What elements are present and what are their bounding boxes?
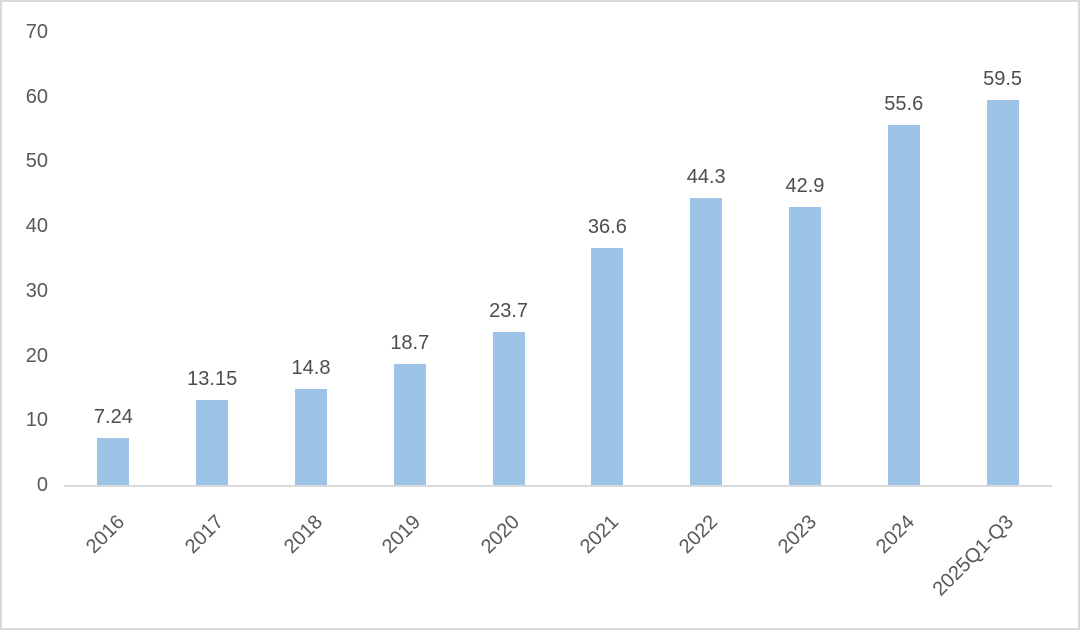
y-tick-label: 20 — [25, 344, 48, 367]
x-slot: 2019 — [360, 487, 459, 617]
bar-value-label: 59.5 — [983, 68, 1023, 90]
x-tick-label: 2023 — [773, 511, 821, 559]
bar — [986, 100, 1019, 485]
y-axis: 0 10 20 30 40 50 60 70 — [2, 2, 48, 628]
x-slot: 2018 — [262, 487, 361, 617]
x-slot: 2022 — [657, 487, 756, 617]
y-tick-label: 70 — [25, 21, 48, 43]
bar-slot: 44.3 — [657, 32, 756, 485]
y-tick-label: 10 — [25, 409, 48, 432]
bar-slot: 14.8 — [262, 32, 361, 485]
bar-value-label: 23.7 — [489, 300, 529, 322]
x-axis-line — [64, 485, 1052, 487]
bar-value-label: 42.9 — [785, 175, 825, 197]
x-tick-label: 2024 — [872, 511, 920, 559]
bar-slot: 23.7 — [459, 32, 558, 485]
bar-value-label: 14.8 — [291, 357, 331, 379]
bar — [887, 125, 920, 485]
x-tick-label: 2016 — [81, 511, 129, 559]
bar — [97, 438, 130, 485]
bar — [492, 332, 525, 485]
x-tick-label: 2018 — [279, 511, 327, 559]
bar-value-label: 18.7 — [390, 332, 430, 354]
x-slot: 2017 — [163, 487, 262, 617]
bar-slot: 42.9 — [756, 32, 855, 485]
bar — [294, 389, 327, 485]
bar — [196, 400, 229, 485]
bar-slot: 36.6 — [558, 32, 657, 485]
y-tick-label: 30 — [25, 279, 48, 302]
bar-value-label: 7.24 — [93, 406, 133, 428]
bar-slot: 55.6 — [854, 32, 953, 485]
bar — [788, 207, 821, 485]
y-tick-label: 0 — [36, 474, 48, 496]
y-tick-label: 60 — [25, 85, 48, 108]
bar-value-label: 36.6 — [587, 216, 627, 238]
x-tick-label: 2017 — [180, 511, 228, 559]
y-tick-label: 40 — [25, 215, 48, 238]
bar-slot: 18.7 — [360, 32, 459, 485]
x-slot: 2024 — [854, 487, 953, 617]
bar-slot: 7.24 — [64, 32, 163, 485]
x-axis: 2016 2017 2018 2019 2020 2021 2022 2023 2024 2025… — [64, 487, 1052, 617]
bar-value-label: 55.6 — [884, 93, 924, 115]
plot-area: 7.24 13.15 14.8 18.7 23.7 36.6 44.3 42.9 55.6 59.… — [64, 32, 1052, 485]
x-slot: 2025Q1-Q3 — [929, 487, 1052, 617]
bar — [690, 198, 723, 485]
x-slot: 2020 — [459, 487, 558, 617]
x-slot: 2023 — [756, 487, 855, 617]
bar-slot: 13.15 — [163, 32, 262, 485]
x-tick-label: 2022 — [674, 511, 722, 559]
bar-value-label: 44.3 — [686, 166, 726, 188]
bar — [591, 248, 624, 485]
x-tick-label: 2021 — [575, 511, 623, 559]
bar-slot: 59.5 — [953, 32, 1052, 485]
y-tick-label: 50 — [25, 150, 48, 173]
x-slot: 2021 — [558, 487, 657, 617]
bar-value-label: 13.15 — [187, 368, 238, 390]
bar — [393, 364, 426, 485]
x-tick-label: 2019 — [378, 511, 426, 559]
x-slot: 2016 — [64, 487, 163, 617]
x-tick-label: 2020 — [477, 511, 525, 559]
